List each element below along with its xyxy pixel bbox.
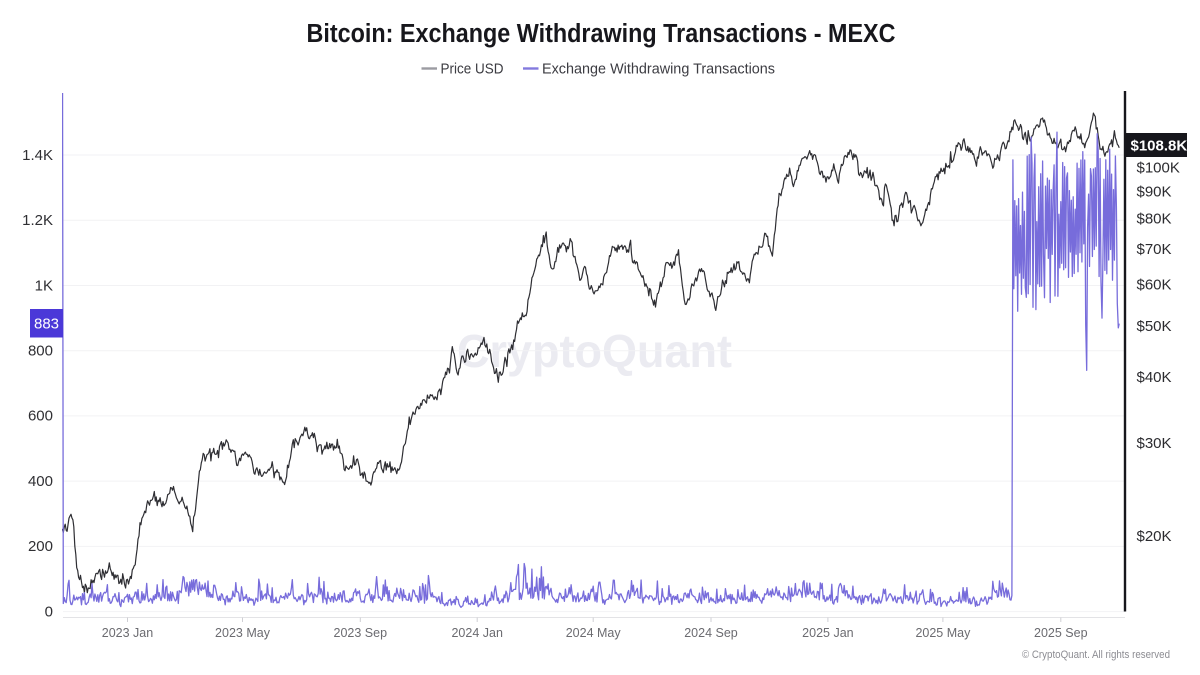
svg-text:2025 May: 2025 May — [915, 626, 971, 640]
svg-text:Exchange Withdrawing Transacti: Exchange Withdrawing Transactions — [542, 61, 775, 78]
svg-text:$20K: $20K — [1137, 528, 1172, 545]
svg-text:$108.8K: $108.8K — [1131, 138, 1188, 155]
svg-text:0: 0 — [45, 603, 53, 620]
svg-text:1.4K: 1.4K — [22, 147, 53, 164]
svg-text:2025 Jan: 2025 Jan — [802, 626, 853, 640]
svg-text:2024 Sep: 2024 Sep — [684, 626, 738, 640]
svg-text:$50K: $50K — [1137, 318, 1172, 335]
svg-text:$40K: $40K — [1137, 369, 1172, 386]
svg-text:2024 Jan: 2024 Jan — [451, 626, 502, 640]
svg-text:Bitcoin: Exchange Withdrawing: Bitcoin: Exchange Withdrawing Transactio… — [307, 20, 896, 48]
svg-text:Price USD: Price USD — [441, 61, 504, 78]
svg-text:$70K: $70K — [1137, 241, 1172, 258]
svg-text:2023 May: 2023 May — [215, 626, 271, 640]
svg-text:1.2K: 1.2K — [22, 212, 53, 229]
svg-text:883: 883 — [34, 316, 59, 333]
svg-text:2024 May: 2024 May — [566, 626, 622, 640]
svg-text:$30K: $30K — [1137, 435, 1172, 452]
svg-text:2023 Jan: 2023 Jan — [102, 626, 153, 640]
svg-text:800: 800 — [28, 343, 53, 360]
svg-text:400: 400 — [28, 473, 53, 490]
svg-text:$60K: $60K — [1137, 276, 1172, 293]
svg-text:2025 Sep: 2025 Sep — [1034, 626, 1088, 640]
svg-text:1K: 1K — [35, 277, 53, 294]
svg-text:200: 200 — [28, 538, 53, 555]
svg-text:$90K: $90K — [1137, 183, 1172, 200]
svg-text:© CryptoQuant. All rights rese: © CryptoQuant. All rights reserved — [1022, 649, 1170, 661]
svg-text:$80K: $80K — [1137, 210, 1172, 227]
svg-text:$100K: $100K — [1137, 159, 1180, 176]
svg-text:2023 Sep: 2023 Sep — [334, 626, 388, 640]
svg-text:600: 600 — [28, 408, 53, 425]
